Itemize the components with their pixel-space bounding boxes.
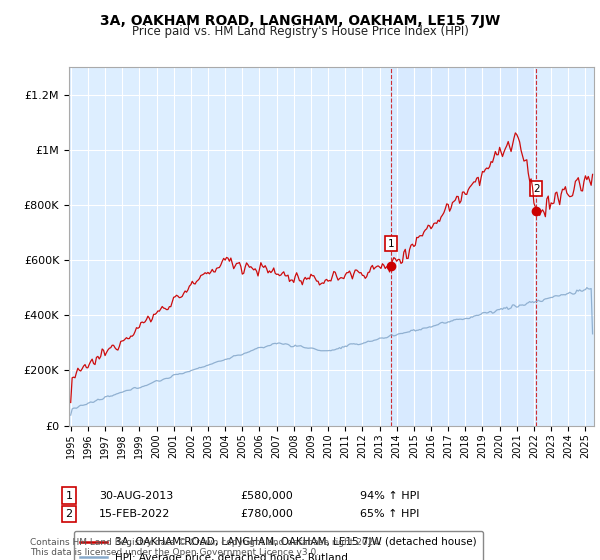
Text: 94% ↑ HPI: 94% ↑ HPI	[360, 491, 419, 501]
Text: 1: 1	[65, 491, 73, 501]
Text: 30-AUG-2013: 30-AUG-2013	[99, 491, 173, 501]
Text: 2: 2	[533, 184, 539, 194]
Text: 3A, OAKHAM ROAD, LANGHAM, OAKHAM, LE15 7JW: 3A, OAKHAM ROAD, LANGHAM, OAKHAM, LE15 7…	[100, 14, 500, 28]
Text: Price paid vs. HM Land Registry's House Price Index (HPI): Price paid vs. HM Land Registry's House …	[131, 25, 469, 38]
Text: £780,000: £780,000	[240, 509, 293, 519]
Text: 15-FEB-2022: 15-FEB-2022	[99, 509, 170, 519]
Legend: 3A, OAKHAM ROAD, LANGHAM, OAKHAM, LE15 7JW (detached house), HPI: Average price,: 3A, OAKHAM ROAD, LANGHAM, OAKHAM, LE15 7…	[74, 531, 483, 560]
Text: 65% ↑ HPI: 65% ↑ HPI	[360, 509, 419, 519]
Bar	[391, 67, 536, 426]
Text: 2: 2	[65, 509, 73, 519]
Text: £580,000: £580,000	[240, 491, 293, 501]
Text: Contains HM Land Registry data © Crown copyright and database right 2024.
This d: Contains HM Land Registry data © Crown c…	[30, 538, 382, 557]
Text: 1: 1	[388, 239, 394, 249]
